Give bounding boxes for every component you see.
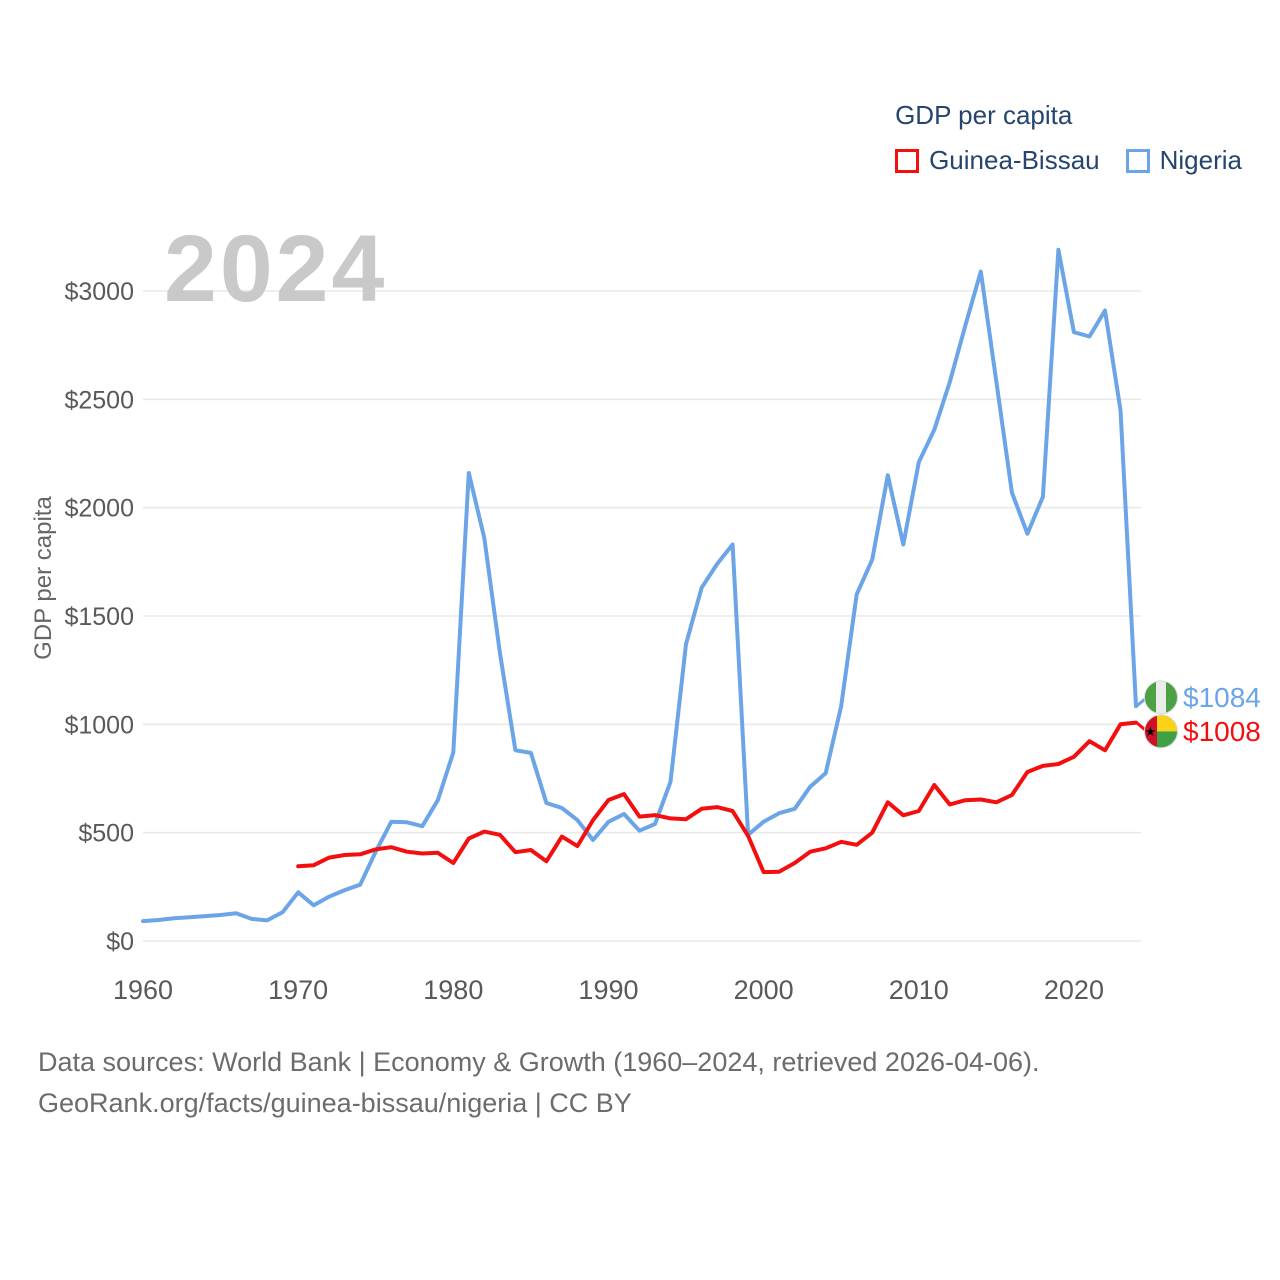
y-axis-title: GDP per capita — [30, 496, 57, 660]
x-tick-label: 2010 — [889, 975, 949, 1005]
footer-attribution-line: GeoRank.org/facts/guinea-bissau/nigeria … — [38, 1088, 632, 1118]
x-tick-label: 1960 — [113, 975, 173, 1005]
legend-items: Guinea-Bissau Nigeria — [895, 145, 1242, 176]
y-tick-label: $3000 — [64, 278, 134, 306]
y-tick-label: $0 — [106, 928, 134, 956]
nigeria-swatch-icon — [1125, 148, 1150, 173]
y-tick-label: $2000 — [64, 495, 134, 523]
legend: GDP per capita Guinea-Bissau Nigeria — [895, 100, 1242, 176]
legend-title: GDP per capita — [895, 100, 1073, 130]
x-tick-label: 1990 — [578, 975, 638, 1005]
guinea-bissau-swatch-icon — [895, 148, 920, 173]
nigeria-flag-ring — [1144, 680, 1178, 715]
y-tick-label: $1500 — [64, 603, 134, 631]
end-value-label-guinea-bissau: $1008 — [1183, 716, 1261, 747]
x-tick-label: 2020 — [1044, 975, 1104, 1005]
legend-item-guinea-bissau[interactable]: Guinea-Bissau — [895, 145, 1100, 176]
legend-label-guinea-bissau: Guinea-Bissau — [929, 145, 1100, 175]
nigeria-flag-icon — [1144, 680, 1178, 714]
legend-item-nigeria[interactable]: Nigeria — [1125, 145, 1242, 176]
y-tick-label: $2500 — [64, 386, 134, 414]
end-value-label-nigeria: $1084 — [1183, 682, 1261, 713]
x-tick-label: 1980 — [423, 975, 483, 1005]
x-tick-label: 1970 — [268, 975, 328, 1005]
guinea-bissau-flag-ring — [1144, 714, 1178, 749]
footer: Data sources: World Bank | Economy & Gro… — [38, 1042, 1040, 1124]
svg-text:★: ★ — [1145, 724, 1157, 739]
line-guinea-bissau[interactable] — [296, 720, 1138, 875]
y-tick-label: $1000 — [64, 711, 134, 739]
watermark-year: 2024 — [164, 216, 388, 322]
legend-label-nigeria: Nigeria — [1159, 145, 1242, 175]
line-nigeria[interactable] — [141, 247, 1138, 924]
y-tick-label: $500 — [78, 820, 134, 848]
x-tick-label: 2000 — [734, 975, 794, 1005]
footer-sources-line: Data sources: World Bank | Economy & Gro… — [38, 1047, 1040, 1077]
